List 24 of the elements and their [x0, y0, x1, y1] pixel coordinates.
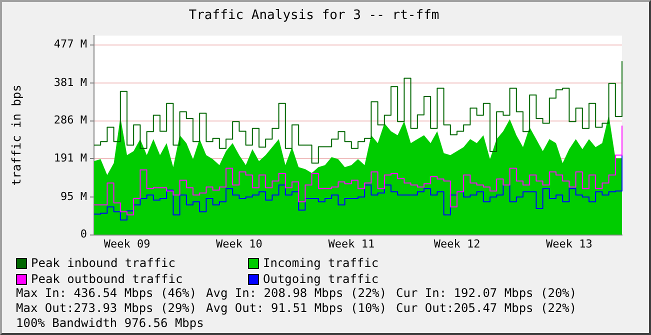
chart-title: Traffic Analysis for 3 -- rt-ffm	[188, 8, 440, 24]
text: Cur Out:205.47 Mbps (22%)	[396, 301, 578, 315]
text: Cur In: 192.07 Mbps (20%)	[396, 286, 578, 300]
x-tick-label: Week 11	[328, 237, 375, 250]
y-tick-label: 191 M	[54, 152, 88, 165]
y-axis-title: traffic in bps	[9, 84, 24, 186]
legend-label: Peak inbound traffic	[31, 256, 176, 270]
x-tick-label: Week 13	[546, 237, 592, 250]
text: Avg Out: 91.51 Mbps (10%)	[206, 301, 388, 315]
text: 100% Bandwidth 976.56 Mbps	[16, 316, 205, 330]
x-tick-label: Week 10	[216, 237, 262, 250]
y-tick-label: 0	[80, 228, 87, 241]
text: Max In: 436.54 Mbps (46%)	[16, 286, 198, 300]
y-tick-label: 477 M	[54, 38, 88, 51]
y-tick-label: 381 M	[54, 76, 88, 89]
text: Max Out:273.93 Mbps (29%)	[16, 301, 198, 315]
x-tick-label: Week 09	[104, 237, 150, 250]
x-tick-label: Week 12	[434, 237, 480, 250]
y-tick-label: 286 M	[54, 114, 88, 127]
legend-label: Outgoing traffic	[263, 272, 379, 286]
legend-label: Incoming traffic	[263, 256, 379, 270]
text: Avg In: 208.98 Mbps (22%)	[206, 286, 388, 300]
legend-label: Peak outbound traffic	[31, 272, 183, 286]
y-tick-label: 95 M	[60, 190, 88, 203]
